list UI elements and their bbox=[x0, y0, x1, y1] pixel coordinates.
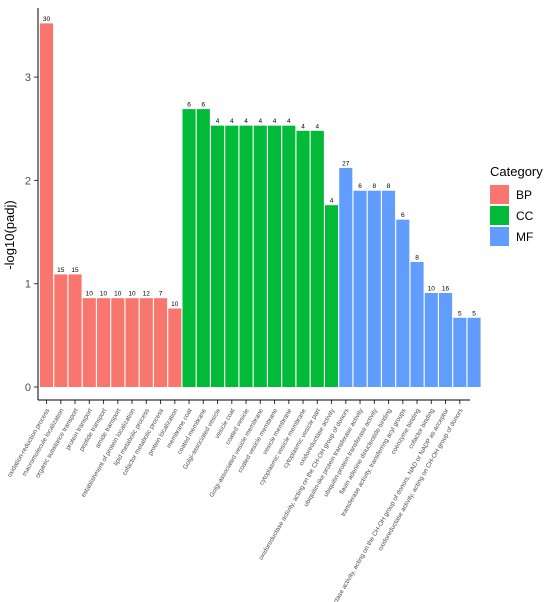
bar-count-label: 6 bbox=[201, 102, 205, 109]
bar-bp bbox=[97, 298, 111, 387]
bar-count-label: 4 bbox=[230, 118, 234, 125]
bar-count-label: 7 bbox=[159, 291, 163, 298]
bar-count-label: 16 bbox=[442, 286, 450, 293]
bar-count-label: 5 bbox=[458, 310, 462, 317]
bar-count-label: 6 bbox=[401, 212, 405, 219]
y-axis-label: -log10(padj) bbox=[2, 200, 17, 269]
bar-count-label: 4 bbox=[273, 118, 277, 125]
bar-count-label: 8 bbox=[387, 183, 391, 190]
count-labels-layer: 30 15 15 10 10 10 10 12 7 10 6 6 4 4 4 4 4 4 4 4 4 27 6 8 8 6 8 10 1… bbox=[43, 16, 476, 317]
bar-cc bbox=[253, 125, 267, 388]
bar-mf bbox=[424, 293, 438, 387]
bar-count-label: 10 bbox=[128, 291, 136, 298]
bar-count-label: 10 bbox=[86, 291, 94, 298]
bar-mf bbox=[453, 317, 467, 387]
legend-label-bp: BP bbox=[516, 188, 532, 202]
bar-count-label: 4 bbox=[244, 118, 248, 125]
bar-mf bbox=[382, 190, 396, 387]
bar-count-label: 15 bbox=[57, 267, 65, 274]
legend-label-mf: MF bbox=[516, 230, 533, 244]
bar-mf bbox=[339, 168, 353, 387]
bar-count-label: 6 bbox=[187, 102, 191, 109]
legend-key-cc bbox=[490, 206, 509, 225]
bar-cc bbox=[196, 109, 210, 388]
bar-count-label: 4 bbox=[301, 123, 305, 130]
bar-count-label: 10 bbox=[114, 291, 122, 298]
bar-mf bbox=[410, 262, 424, 387]
bar-bp bbox=[82, 298, 96, 387]
bar-count-label: 8 bbox=[415, 255, 419, 262]
bar-cc bbox=[239, 125, 253, 388]
bar-count-label: 4 bbox=[330, 198, 334, 205]
y-tick-label: 2 bbox=[25, 175, 31, 187]
y-tick-label: 3 bbox=[25, 72, 31, 84]
bar-count-label: 10 bbox=[428, 286, 436, 293]
bar-count-label: 8 bbox=[372, 183, 376, 190]
bar-cc bbox=[225, 125, 239, 388]
legend-key-mf bbox=[490, 227, 509, 246]
bar-bp bbox=[168, 308, 182, 387]
bar-cc bbox=[296, 130, 310, 387]
bar-cc bbox=[310, 130, 324, 387]
bar-count-label: 27 bbox=[342, 161, 350, 168]
bar-count-label: 12 bbox=[143, 291, 151, 298]
bar-cc bbox=[268, 125, 282, 388]
bar-count-label: 6 bbox=[358, 183, 362, 190]
legend-key-bp bbox=[490, 185, 509, 204]
bar-count-label: 4 bbox=[315, 123, 319, 130]
bar-mf bbox=[396, 219, 410, 387]
bar-count-label: 10 bbox=[171, 301, 179, 308]
bar-count-label: 15 bbox=[71, 267, 79, 274]
bar-cc bbox=[182, 109, 196, 388]
bar-bp bbox=[68, 274, 82, 387]
bar-bp bbox=[125, 298, 139, 387]
bar-cc bbox=[325, 205, 339, 387]
bar-mf bbox=[367, 190, 381, 387]
bar-count-label: 4 bbox=[287, 118, 291, 125]
bar-mf bbox=[353, 190, 367, 387]
y-tick-label: 1 bbox=[25, 279, 31, 291]
bar-bp bbox=[40, 23, 54, 387]
bar-mf bbox=[467, 317, 481, 387]
bar-count-label: 4 bbox=[258, 118, 262, 125]
bar-mf bbox=[439, 293, 453, 387]
legend-label-cc: CC bbox=[516, 209, 534, 223]
x-category-labels-layer: oxidation-reduction processmacromolecule… bbox=[6, 407, 464, 602]
bar-count-label: 10 bbox=[100, 291, 108, 298]
bar-bp bbox=[54, 274, 68, 387]
bar-bp bbox=[111, 298, 125, 387]
y-tick-label: 0 bbox=[25, 382, 31, 394]
bar-bp bbox=[154, 298, 168, 387]
bar-count-label: 4 bbox=[216, 118, 220, 125]
bar-cc bbox=[282, 125, 296, 388]
bar-count-label: 30 bbox=[43, 16, 51, 23]
bar-count-label: 5 bbox=[472, 310, 476, 317]
bar-bp bbox=[139, 298, 153, 387]
bars-layer bbox=[40, 23, 481, 388]
legend-title: Category bbox=[490, 164, 543, 179]
bar-cc bbox=[211, 125, 225, 388]
legend: Category BP CC MF bbox=[490, 164, 543, 246]
